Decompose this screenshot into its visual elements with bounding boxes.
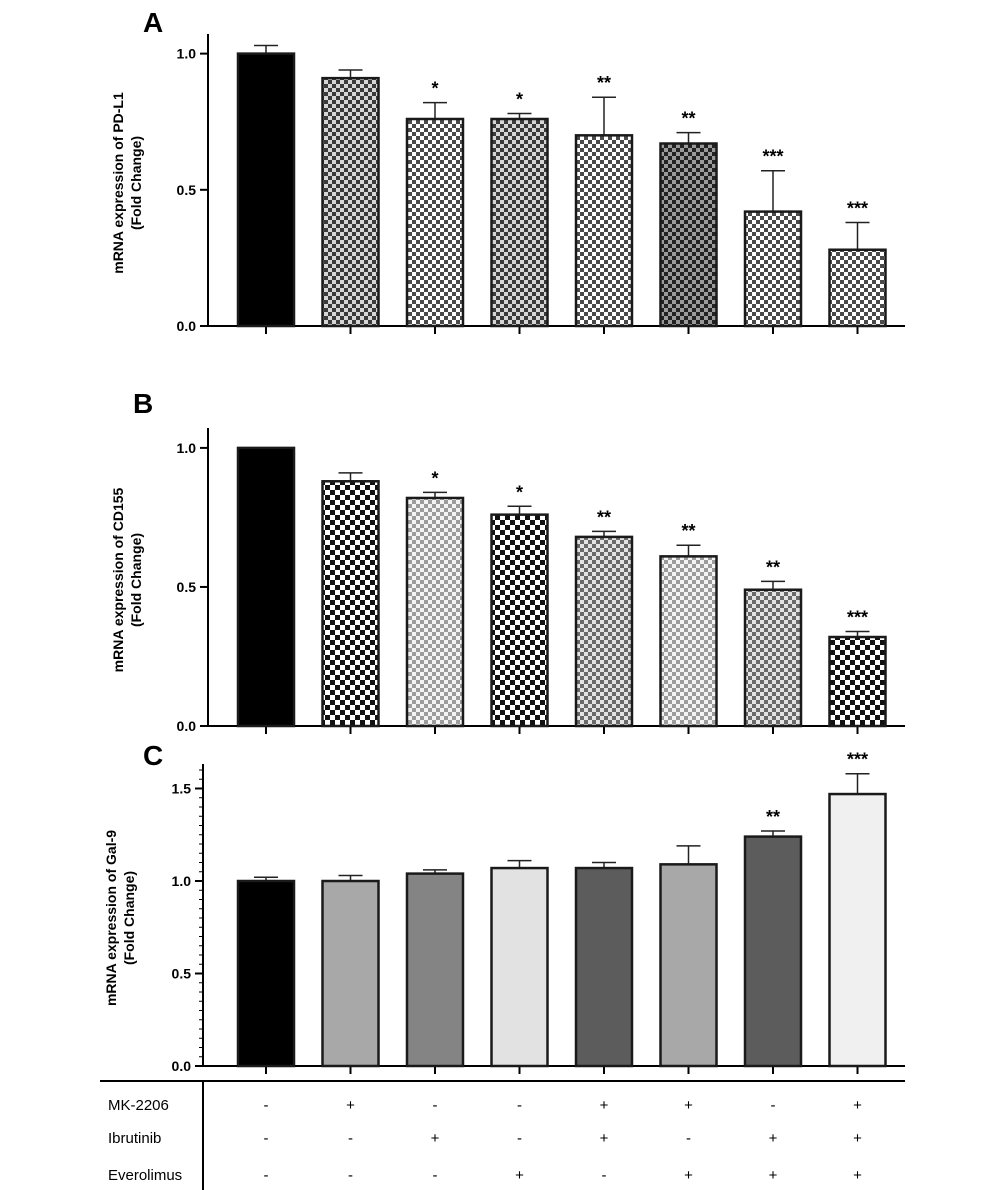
significance-label: ** (681, 521, 695, 541)
treatment-sign: - (264, 1130, 269, 1147)
y-tick-label: 0.5 (177, 579, 197, 595)
significance-label: ** (597, 507, 611, 527)
significance-label: * (431, 468, 438, 488)
y-tick-label: 1.5 (172, 781, 192, 797)
bar (321, 76, 380, 328)
treatment-sign: + (600, 1130, 609, 1147)
treatment-sign: + (346, 1097, 355, 1114)
bar (828, 635, 887, 728)
bar (743, 588, 803, 728)
treatment-name: MK-2206 (108, 1097, 169, 1114)
significance-label: ** (766, 557, 780, 577)
treatment-sign: - (264, 1167, 269, 1184)
bar (236, 52, 296, 328)
bar (405, 117, 465, 328)
treatment-sign: - (686, 1130, 691, 1147)
significance-label: ** (597, 73, 611, 93)
treatment-sign: + (853, 1167, 862, 1184)
panel-letter: B (133, 388, 153, 419)
treatment-sign: - (348, 1167, 353, 1184)
y-tick-label: 0.5 (172, 966, 192, 982)
bar (321, 879, 380, 1068)
y-tick-label: 1.0 (177, 440, 197, 456)
treatment-sign: - (771, 1097, 776, 1114)
bar (828, 248, 887, 328)
treatment-sign: - (433, 1097, 438, 1114)
bar (574, 134, 634, 328)
significance-label: *** (762, 147, 783, 167)
bar (743, 210, 803, 328)
significance-label: *** (847, 607, 868, 627)
treatment-row: MK-2206 - + - - + + - + (108, 1097, 862, 1114)
bar (659, 863, 718, 1068)
y-tick-label: 1.0 (172, 873, 192, 889)
y-tick-label: 0.0 (177, 718, 197, 734)
treatment-sign: + (684, 1167, 693, 1184)
bar (828, 792, 887, 1068)
bar (405, 872, 465, 1068)
y-tick-label: 1.0 (177, 46, 197, 62)
significance-label: *** (847, 198, 868, 218)
y-tick-label: 0.0 (172, 1058, 192, 1074)
significance-label: * (516, 482, 523, 502)
y-tick-label: 0.0 (177, 318, 197, 334)
bar (405, 496, 465, 728)
bar (490, 866, 549, 1068)
significance-label: * (431, 79, 438, 99)
bar (490, 117, 549, 328)
treatment-sign: - (264, 1097, 269, 1114)
bar (236, 446, 296, 728)
treatment-sign: + (769, 1130, 778, 1147)
treatment-sign: + (600, 1097, 609, 1114)
treatment-sign: - (517, 1097, 522, 1114)
treatment-row: Ibrutinib - - + - + - + + (108, 1130, 862, 1147)
significance-label: ** (766, 807, 780, 827)
treatment-name: Ibrutinib (108, 1130, 161, 1147)
significance-label: ** (681, 109, 695, 129)
panel-letter: C (143, 740, 163, 771)
bar (321, 480, 380, 728)
bar (574, 535, 634, 728)
bar (743, 835, 803, 1068)
significance-label: *** (847, 750, 868, 770)
treatment-sign: - (517, 1130, 522, 1147)
bar (236, 879, 296, 1068)
bar (490, 513, 549, 728)
treatment-sign: - (602, 1167, 607, 1184)
y-tick-label: 0.5 (177, 182, 197, 198)
treatment-sign: - (433, 1167, 438, 1184)
treatment-row: Everolimus - - - + - + + + (108, 1167, 862, 1184)
treatment-sign: - (348, 1130, 353, 1147)
y-axis-label: mRNA expression of Gal-9 (Fold Change) (103, 830, 137, 1006)
treatment-sign: + (853, 1097, 862, 1114)
treatment-sign: + (684, 1097, 693, 1114)
treatment-sign: + (769, 1167, 778, 1184)
panel-letter: A (143, 7, 163, 38)
treatment-sign: + (853, 1130, 862, 1147)
treatment-sign: + (431, 1130, 440, 1147)
treatment-table: MK-2206- + - - + + - +Ibrutinib - - + - + - + +Everolim… (100, 1080, 905, 1190)
significance-label: * (516, 90, 523, 110)
treatment-name: Everolimus (108, 1167, 182, 1184)
bar (659, 555, 718, 728)
y-axis-label: mRNA expression of CD155 (Fold Change) (110, 487, 144, 672)
treatment-sign: + (515, 1167, 524, 1184)
bar (574, 866, 634, 1068)
bar (659, 142, 718, 328)
y-axis-label: mRNA expression of PD-L1 (Fold Change) (110, 92, 144, 274)
